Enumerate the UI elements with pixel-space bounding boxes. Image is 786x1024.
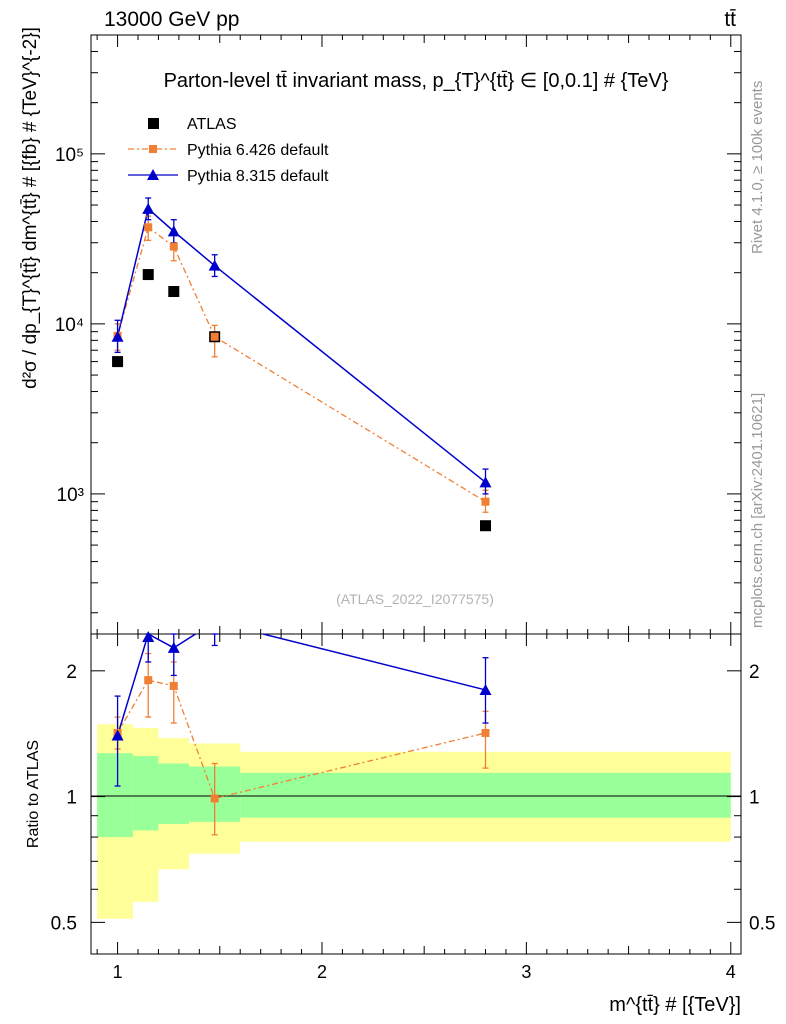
legend-label-atlas: ATLAS xyxy=(187,116,237,133)
legend: ATLAS Pythia 6.426 default Pythia 8.315 … xyxy=(128,116,329,185)
atlas-point xyxy=(142,269,154,281)
py6-line xyxy=(116,226,486,503)
ratio-frame xyxy=(90,633,742,955)
analysis-watermark: (ATLAS_2022_I2077575) xyxy=(336,591,494,607)
atlas-point xyxy=(479,520,491,532)
y-tick-label-main: 10⁵ xyxy=(55,145,84,166)
ratio-y-axis-label: Ratio to ATLAS xyxy=(25,740,42,848)
main-y-axis-label: d²σ / dp_{T}^{tt̄} dm^{tt̄} # [{fb} # {T… xyxy=(20,27,41,389)
ratio-uncertainty-bands xyxy=(97,724,731,919)
py8-point xyxy=(142,202,155,214)
x-tick-label: 3 xyxy=(521,962,531,982)
legend-label-py8: Pythia 8.315 default xyxy=(187,168,329,185)
x-tick-label: 2 xyxy=(317,962,327,982)
ratio-py6-point xyxy=(210,794,219,803)
y-tick-label-ratio-right: 2 xyxy=(749,662,760,683)
legend-marker-atlas xyxy=(148,118,159,129)
ratio-py8-point xyxy=(167,641,180,653)
ratio-py6-point xyxy=(144,676,153,685)
y-tick-label-ratio: 1 xyxy=(66,788,77,809)
band-inner-bin xyxy=(97,753,133,838)
mcplots-url-label: mcplots.cern.ch [arXiv:2401.10621] xyxy=(749,393,766,628)
axis-ticks: 1 2 3 4 10³ 10⁴ 10⁵ 0.5 0.5 1 1 2 2 xyxy=(51,34,775,982)
main-panel-series xyxy=(111,197,492,532)
y-tick-label-main: 10⁴ xyxy=(55,315,84,336)
ratio-py8-point xyxy=(142,631,155,642)
ratio-py8-point xyxy=(479,683,492,695)
py6-point xyxy=(210,332,219,341)
band-inner-bin xyxy=(240,772,731,818)
x-tick-label: 4 xyxy=(726,962,736,982)
legend-label-py6: Pythia 6.426 default xyxy=(187,142,329,159)
y-tick-label-ratio: 0.5 xyxy=(51,913,77,934)
y-tick-label-ratio-right: 1 xyxy=(749,788,760,809)
x-tick-label: 1 xyxy=(113,962,123,982)
band-inner-bin xyxy=(158,763,190,824)
py6-point xyxy=(144,223,153,232)
py8-point xyxy=(111,330,124,342)
plot-title: Parton-level tt̄ invariant mass, p_{T}^{… xyxy=(164,70,669,92)
atlas-point xyxy=(112,356,124,368)
legend-marker-py8 xyxy=(147,169,159,180)
band-inner-bin xyxy=(132,756,159,831)
legend-marker-py6 xyxy=(149,145,157,153)
ratio-py6-point xyxy=(169,681,178,690)
energy-label: 13000 GeV pp xyxy=(104,8,239,31)
ratio-py6-point xyxy=(481,728,490,737)
ratio-py8-point xyxy=(111,729,124,741)
y-tick-label-ratio: 2 xyxy=(66,662,77,683)
py6-point xyxy=(169,242,178,251)
py8-point xyxy=(208,259,221,271)
x-axis-label: m^{tt̄} # [{TeV}] xyxy=(609,994,741,1016)
rivet-version-label: Rivet 4.1.0, ≥ 100k events xyxy=(749,81,766,254)
ratio-panel-series xyxy=(111,631,492,836)
ratio-py8-line xyxy=(116,632,196,736)
py8-point xyxy=(167,225,180,237)
y-tick-label-ratio-right: 0.5 xyxy=(749,913,775,934)
process-label: tt̄ xyxy=(724,8,736,31)
ratio-py8-line xyxy=(262,633,486,691)
y-tick-label-main: 10³ xyxy=(57,485,84,506)
py6-point xyxy=(481,497,490,506)
py8-point xyxy=(479,476,492,488)
atlas-point xyxy=(168,286,180,298)
